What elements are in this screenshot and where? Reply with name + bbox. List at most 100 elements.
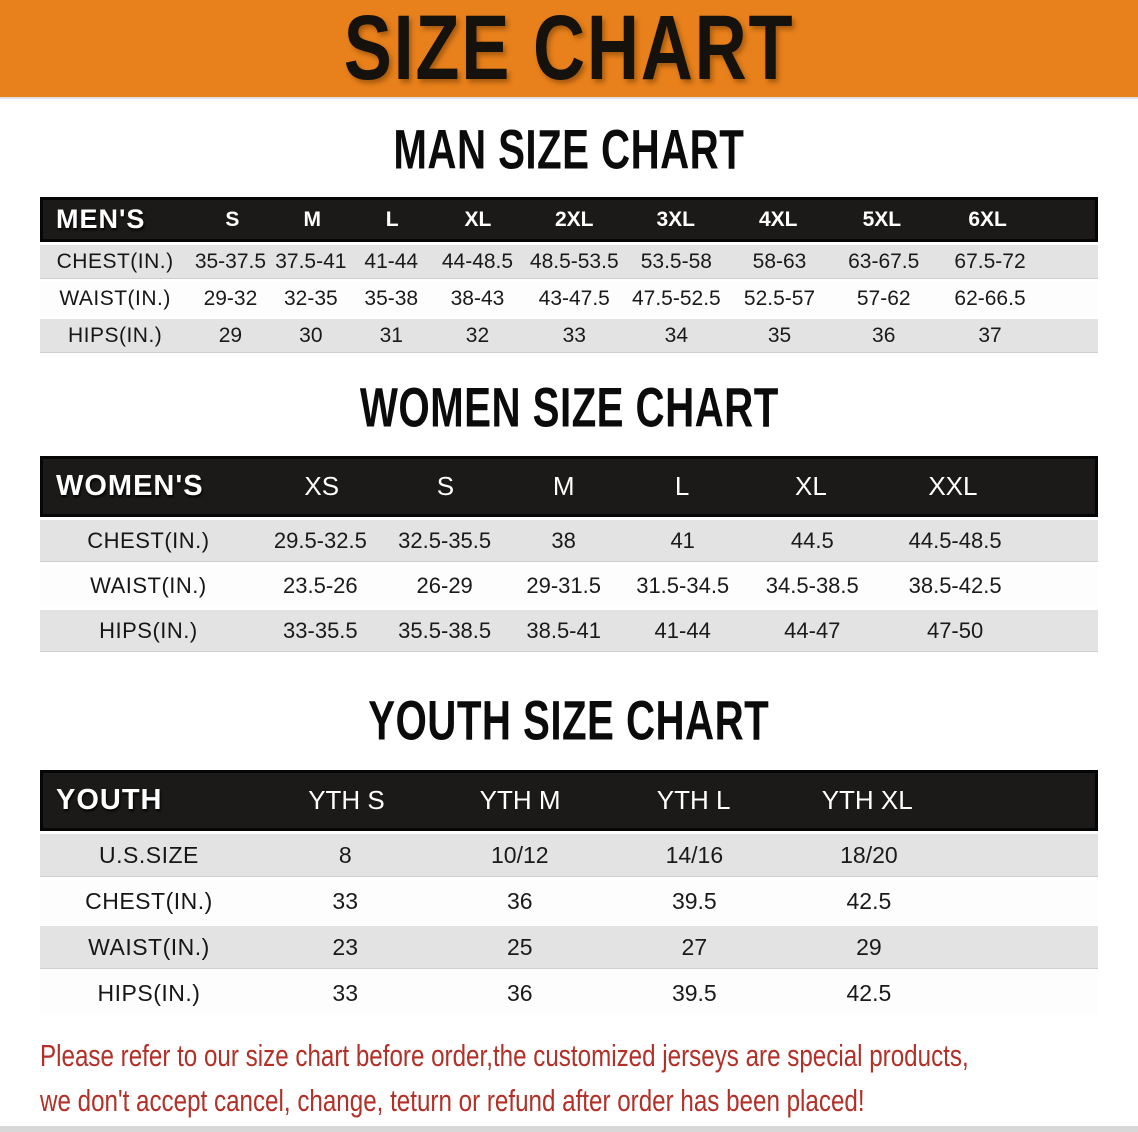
women-chart-heading: WOMEN SIZE CHART (0, 377, 1138, 438)
table-row: CHEST(IN.) 29.5-32.5 32.5-35.5 38 41 44.5 44.5… (40, 520, 1098, 562)
table-row: WAIST(IN.) 29-32 32-35 35-38 38-43 43-47.5 47.… (40, 282, 1098, 316)
column-header: 2XL (554, 207, 594, 231)
table-cell: 18/20 (840, 841, 898, 868)
column-header: XS (304, 471, 340, 501)
table-cell: 25 (506, 933, 533, 960)
table-row: WAIST(IN.) 23 25 27 29 (40, 926, 1098, 969)
table-cell: 35 (767, 323, 792, 347)
table-cell: 48.5-53.5 (529, 249, 619, 273)
table-cell: 43-47.5 (538, 287, 610, 310)
table-cell: 29-31.5 (526, 573, 601, 598)
column-header: 5XL (862, 207, 902, 231)
column-header: YTH S (308, 785, 385, 815)
table-cell: 14/16 (665, 841, 724, 868)
table-cell: 52.5-57 (743, 287, 816, 310)
table-cell: 36 (506, 888, 533, 914)
table-cell: 42.5 (846, 888, 892, 914)
table-cell: 34.5-38.5 (765, 573, 859, 598)
table-cell: 57-62 (856, 287, 911, 310)
row-label: CHEST(IN.) (56, 249, 174, 273)
table-cell: 41 (670, 527, 695, 553)
table-cell: 39.5 (671, 980, 717, 1006)
table-row: CHEST(IN.) 33 36 39.5 42.5 (40, 880, 1098, 923)
table-cell: 39.5 (671, 888, 717, 914)
table-row: WAIST(IN.) 23.5-26 26-29 29-31.5 31.5-34.5 34… (40, 565, 1098, 607)
men-chart-heading-text: MAN SIZE CHART (393, 119, 745, 181)
table-row: HIPS(IN.) 33 36 39.5 42.5 (40, 972, 1098, 1015)
table-cell: 23 (332, 933, 359, 960)
banner-title: SIZE CHART (343, 0, 795, 99)
table-cell: 42.5 (846, 980, 892, 1006)
youth-size-table: YOUTH YTH S YTH M YTH L YTH XL U.S.SIZE 8 10/1… (40, 770, 1098, 1015)
row-label: WAIST(IN.) (88, 933, 210, 960)
column-header: 3XL (656, 207, 695, 231)
men-table-header-row: MEN'S S M L XL 2XL 3XL 4XL 5XL 6XL (40, 197, 1098, 242)
column-header: XXL (928, 471, 978, 501)
table-cell: 38 (551, 527, 576, 553)
table-cell: 32 (465, 323, 490, 347)
table-cell: 37.5-41 (275, 249, 347, 273)
table-corner-label: YOUTH (56, 784, 163, 816)
column-header: M (552, 471, 575, 501)
table-cell: 33 (332, 980, 359, 1006)
table-cell: 31.5-34.5 (636, 573, 730, 598)
table-cell: 35.5-38.5 (398, 617, 492, 643)
table-cell: 47-50 (926, 617, 984, 643)
table-cell: 38-43 (450, 287, 505, 310)
row-label: WAIST(IN.) (59, 287, 171, 310)
table-cell: 41-44 (654, 617, 711, 643)
table-row: U.S.SIZE 8 10/12 14/16 18/20 (40, 834, 1098, 877)
table-cell: 34 (664, 323, 689, 347)
table-cell: 38.5-41 (526, 617, 601, 643)
men-chart-heading: MAN SIZE CHART (0, 119, 1138, 180)
table-cell: 29-32 (203, 287, 258, 310)
column-header: M (303, 207, 322, 231)
table-corner-label: WOMEN'S (56, 470, 204, 502)
row-label: HIPS(IN.) (99, 617, 198, 643)
row-label: HIPS(IN.) (97, 980, 201, 1006)
youth-size-section: YOUTH SIZE CHART YOUTH YTH S YTH M YTH L YTH… (0, 690, 1138, 1015)
order-policy-note-line-1: Please refer to our size chart before or… (40, 1038, 969, 1073)
table-cell: 33 (332, 888, 359, 914)
table-cell: 33 (562, 323, 586, 347)
table-cell: 10/12 (491, 841, 549, 868)
table-cell: 41-44 (364, 249, 419, 273)
column-header: S (225, 207, 240, 231)
table-cell: 32.5-35.5 (398, 527, 492, 553)
table-cell: 44-48.5 (441, 249, 514, 273)
table-cell: 32-35 (283, 287, 338, 310)
table-cell: 67.5-72 (954, 249, 1026, 273)
table-cell: 29 (856, 933, 882, 960)
table-cell: 53.5-58 (640, 249, 712, 273)
table-cell: 35-38 (364, 287, 419, 310)
column-header: L (674, 471, 690, 501)
table-cell: 29 (218, 323, 243, 347)
table-cell: 36 (872, 323, 896, 347)
table-cell: 33-35.5 (283, 617, 358, 643)
youth-chart-heading-text: YOUTH SIZE CHART (368, 690, 770, 752)
column-header: S (436, 471, 455, 501)
table-cell: 30 (299, 323, 323, 347)
table-cell: 23.5-26 (283, 573, 358, 598)
youth-chart-heading: YOUTH SIZE CHART (0, 690, 1138, 751)
table-cell: 27 (681, 933, 708, 960)
column-header: L (385, 207, 399, 231)
row-label: CHEST(IN.) (85, 888, 213, 914)
women-size-section: WOMEN SIZE CHART WOMEN'S XS S M L XL XXL CHEST… (0, 377, 1138, 652)
women-table-header-row: WOMEN'S XS S M L XL XXL (40, 456, 1098, 517)
column-header: 6XL (968, 207, 1007, 231)
column-header: YTH M (479, 785, 561, 815)
row-label: WAIST(IN.) (90, 573, 207, 598)
table-cell: 38.5-42.5 (908, 573, 1002, 598)
bottom-divider (0, 1126, 1138, 1132)
women-chart-heading-text: WOMEN SIZE CHART (359, 377, 779, 439)
column-header: XL (795, 471, 827, 501)
column-header: XL (464, 207, 492, 231)
table-cell: 44.5 (790, 527, 834, 553)
table-cell: 26-29 (416, 573, 473, 598)
table-cell: 35-37.5 (194, 249, 267, 273)
table-cell: 29.5-32.5 (273, 527, 367, 553)
table-cell: 62-66.5 (954, 287, 1026, 310)
table-cell: 31 (379, 323, 403, 347)
